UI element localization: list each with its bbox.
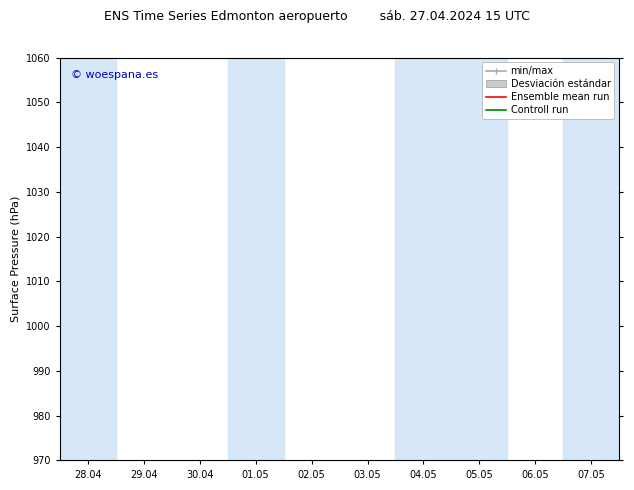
Bar: [396, 58, 507, 461]
Text: © woespana.es: © woespana.es: [71, 70, 158, 80]
Y-axis label: Surface Pressure (hPa): Surface Pressure (hPa): [11, 196, 20, 322]
Bar: [60, 58, 115, 461]
Legend: min/max, Desviación estándar, Ensemble mean run, Controll run: min/max, Desviación estándar, Ensemble m…: [482, 62, 614, 119]
Text: ENS Time Series Edmonton aeropuerto        sáb. 27.04.2024 15 UTC: ENS Time Series Edmonton aeropuerto sáb.…: [104, 10, 530, 23]
Bar: [228, 58, 283, 461]
Bar: [564, 58, 619, 461]
